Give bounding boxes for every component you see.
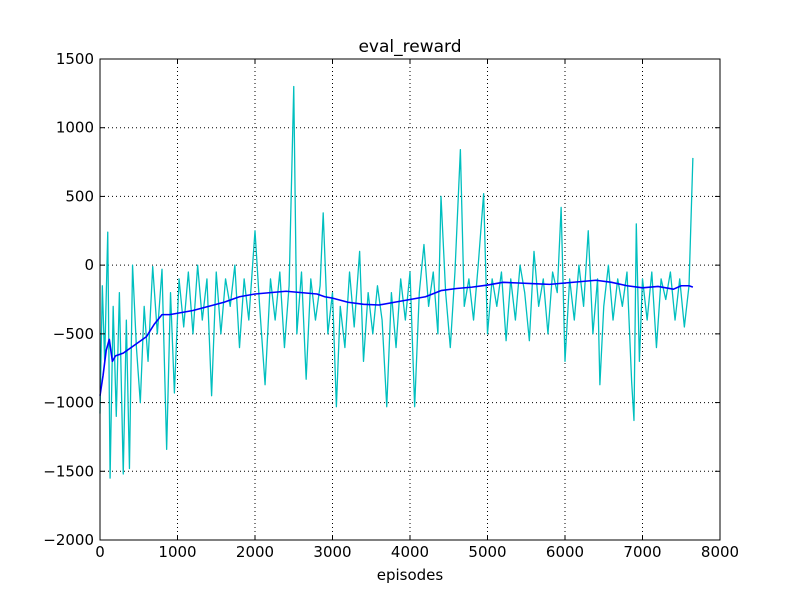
x-tick-label: 4000 bbox=[391, 543, 429, 561]
y-tick-label: 1000 bbox=[56, 119, 94, 137]
y-tick-label: −2000 bbox=[43, 531, 94, 549]
y-tick-label: 500 bbox=[65, 187, 94, 205]
series-line bbox=[99, 279, 694, 396]
x-tick-label: 6000 bbox=[546, 543, 584, 561]
plot bbox=[99, 85, 694, 479]
y-tick-label: 1500 bbox=[56, 50, 94, 68]
x-axis-label: episodes bbox=[377, 566, 444, 584]
chart-title: eval_reward bbox=[358, 37, 461, 57]
x-tick-label: 1000 bbox=[158, 543, 196, 561]
x-tick-label: 2000 bbox=[236, 543, 274, 561]
x-tick-label: 7000 bbox=[623, 543, 661, 561]
x-tick-label: 3000 bbox=[313, 543, 351, 561]
y-tick-label: −500 bbox=[53, 325, 94, 343]
y-tick-label: 0 bbox=[84, 256, 94, 274]
series-line bbox=[99, 85, 694, 479]
x-tick-label: 8000 bbox=[701, 543, 739, 561]
y-tick-label: −1000 bbox=[43, 394, 94, 412]
y-tick-label: −1500 bbox=[43, 462, 94, 480]
ticks: 0 1000 2000 3000 4000 5000 6000 7000 8000−2000−1… bbox=[43, 50, 739, 561]
x-tick-label: 5000 bbox=[468, 543, 506, 561]
x-tick-label: 0 bbox=[95, 543, 105, 561]
